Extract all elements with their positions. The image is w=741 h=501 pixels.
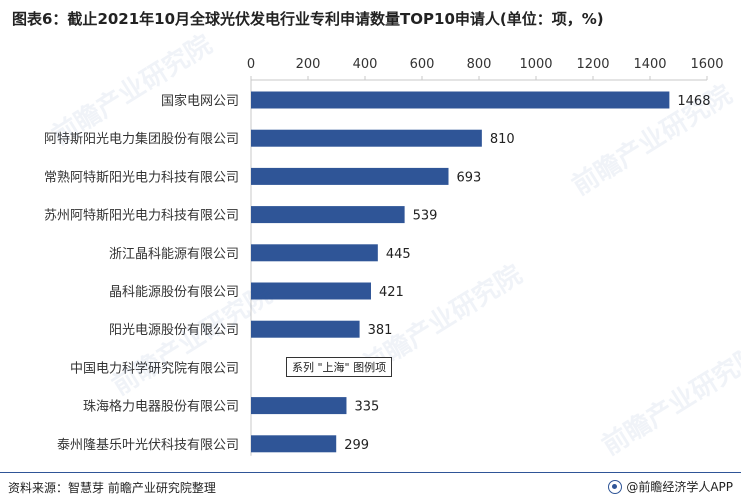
legend-tooltip: 系列 "上海" 图例项 — [286, 357, 393, 377]
brand-text: @前瞻经济学人APP — [626, 480, 733, 494]
data-label: 335 — [354, 400, 379, 415]
x-tick-label: 600 — [410, 57, 435, 72]
x-tick-label: 0 — [247, 57, 255, 72]
brand: @前瞻经济学人APP — [608, 478, 733, 495]
data-label: 810 — [490, 132, 515, 147]
data-label: 421 — [379, 285, 404, 300]
category-label: 浙江晶科能源有限公司 — [109, 247, 239, 262]
category-label: 常熟阿特斯阳光电力科技有限公司 — [44, 169, 239, 185]
footer: 资料来源：智慧芽 前瞻产业研究院整理 @前瞻经济学人APP — [0, 472, 741, 501]
source-text: 资料来源：智慧芽 前瞻产业研究院整理 — [8, 481, 216, 495]
data-label: 539 — [413, 209, 438, 224]
category-label: 珠海格力电器股份有限公司 — [83, 399, 239, 415]
data-label: 445 — [386, 247, 411, 262]
data-label: 381 — [368, 323, 393, 338]
bar — [251, 167, 449, 185]
bar — [251, 320, 360, 338]
bar — [251, 435, 337, 453]
data-label: 299 — [344, 438, 369, 453]
bar-chart: 0 200 400 600 800 1000 1200 1400 1600 国家电网公司 1468 阿… — [44, 57, 724, 456]
x-tick-label: 1400 — [633, 57, 666, 72]
x-tick-label: 1200 — [576, 57, 609, 72]
category-label: 阿特斯阳光电力集团股份有限公司 — [44, 131, 239, 147]
x-tick-label: 1600 — [690, 57, 723, 72]
x-tick-label: 200 — [296, 57, 321, 72]
chart-title: 图表6：截止2021年10月全球光伏发电行业专利申请数量TOP10申请人(单位：… — [12, 10, 604, 28]
x-tick-label: 400 — [353, 57, 378, 72]
x-tick-label: 800 — [467, 57, 492, 72]
bar — [251, 244, 378, 262]
category-label: 泰州隆基乐叶光伏科技有限公司 — [57, 438, 239, 453]
category-label: 阳光电源股份有限公司 — [109, 323, 239, 338]
data-label: 1468 — [677, 94, 710, 109]
data-label: 693 — [457, 170, 482, 185]
category-label: 晶科能源股份有限公司 — [109, 285, 239, 300]
bar — [251, 129, 482, 147]
bar — [251, 91, 670, 109]
bar — [251, 282, 371, 300]
category-label: 苏州阿特斯阳光电力科技有限公司 — [44, 208, 239, 224]
brand-logo-icon — [608, 479, 623, 494]
bar — [251, 206, 405, 224]
x-tick-label: 1000 — [519, 57, 552, 72]
bar — [251, 397, 347, 415]
category-label: 国家电网公司 — [161, 93, 239, 109]
category-label: 中国电力科学研究院有限公司 — [70, 360, 239, 376]
